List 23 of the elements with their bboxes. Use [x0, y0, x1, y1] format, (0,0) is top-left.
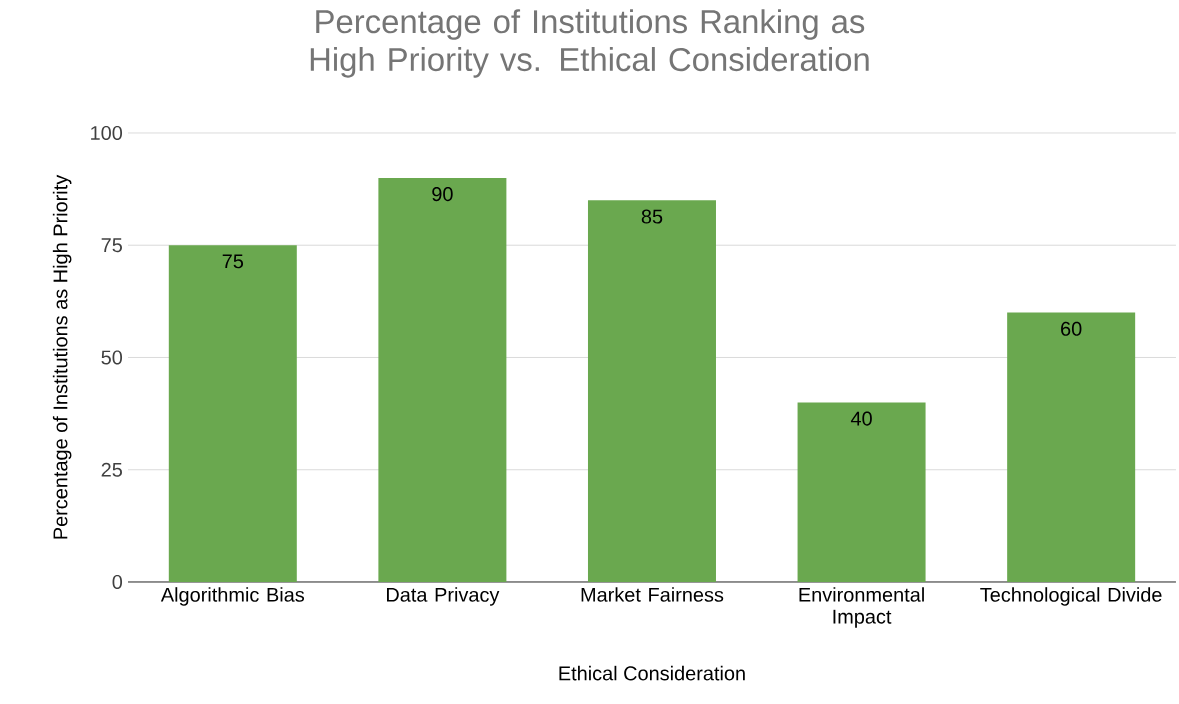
bar	[797, 402, 926, 582]
data-label: 90	[432, 187, 453, 202]
x-tick-label: Market Fairness	[581, 587, 724, 602]
data-label: 85	[641, 209, 663, 224]
x-tick-label: Data Privacy	[387, 587, 500, 606]
x-tick-label: Technological Divide	[980, 587, 1162, 606]
bar	[378, 177, 507, 582]
bar	[168, 245, 297, 582]
y-tick-label: 50	[101, 350, 123, 365]
x-tick-label: Environmental Impact	[799, 587, 924, 628]
y-tick-label: 100	[91, 125, 123, 141]
y-tick-label: 25	[101, 462, 122, 477]
bar	[1007, 312, 1136, 582]
data-label: 75	[222, 254, 244, 269]
y-tick-label: 75	[101, 238, 122, 253]
data-label: 60	[1061, 321, 1082, 336]
y-tick-label: 0	[112, 574, 123, 590]
x-axis-title: Ethical Consideration	[559, 665, 745, 681]
data-label: 40	[850, 411, 872, 426]
bar	[587, 200, 716, 582]
x-tick-label: Algorithmic Bias	[160, 587, 305, 606]
y-axis-title: Percentage of Institutions as High Priority	[52, 174, 72, 539]
chart-title: Percentage of Institutions Ranking as High Priority vs. Ethical Consideration	[310, 9, 869, 78]
